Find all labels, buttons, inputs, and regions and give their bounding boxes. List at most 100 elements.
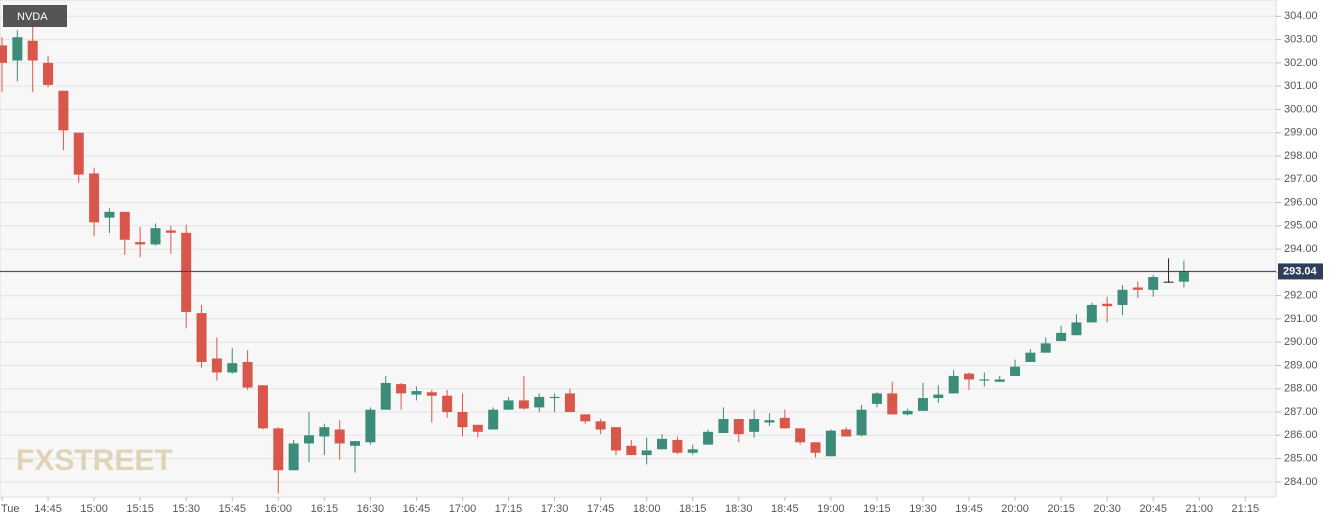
candle-body: [1071, 322, 1082, 336]
x-tick-label: 17:00: [449, 503, 477, 515]
candle-body: [917, 398, 928, 411]
candle-body: [472, 424, 483, 432]
symbol-box: [3, 5, 67, 27]
x-tick-label: 16:45: [403, 503, 431, 515]
candle-body: [549, 396, 560, 399]
candle-body: [534, 396, 545, 408]
candle-body: [58, 90, 69, 131]
candle-body: [733, 419, 744, 435]
x-tick-label: 20:00: [1001, 503, 1029, 515]
candle-body: [564, 393, 575, 413]
candle-body: [887, 393, 898, 415]
x-tick-label: 20:30: [1093, 503, 1121, 515]
candle-body: [580, 414, 591, 422]
watermark: FXSTREET: [16, 444, 173, 477]
plot-area: [0, 0, 1277, 498]
y-tick-label: 300.00: [1284, 103, 1318, 115]
candle-body: [211, 358, 222, 373]
candle-body: [1086, 304, 1097, 323]
candle-body: [242, 361, 253, 388]
candle-body: [135, 242, 146, 245]
candle-body: [196, 313, 207, 362]
candle-body: [1117, 289, 1128, 305]
x-tick-label: 19:30: [909, 503, 937, 515]
x-tick-label: 18:30: [725, 503, 753, 515]
candle-body: [73, 132, 84, 175]
x-tick-label: 17:15: [495, 503, 523, 515]
y-tick-label: 296.00: [1284, 196, 1318, 208]
candle-body: [288, 443, 299, 471]
x-tick-label: 18:45: [771, 503, 799, 515]
symbol-label: NVDA: [17, 11, 48, 23]
y-tick-label: 288.00: [1284, 383, 1318, 395]
candle-body: [657, 438, 668, 450]
y-tick-label: 303.00: [1284, 33, 1318, 45]
x-tick-label: 15:15: [126, 503, 154, 515]
candle-body: [1102, 303, 1113, 307]
x-tick-label: Tue: [1, 503, 20, 515]
candle-body: [933, 394, 944, 399]
y-tick-label: 291.00: [1284, 313, 1318, 325]
candle-body: [1040, 343, 1051, 353]
candle-body: [1163, 281, 1174, 283]
x-tick-label: 21:15: [1232, 503, 1260, 515]
x-tick-label: 18:15: [679, 503, 707, 515]
candle-body: [902, 410, 913, 415]
y-tick-label: 289.00: [1284, 359, 1318, 371]
y-tick-label: 294.00: [1284, 243, 1318, 255]
candle-body: [964, 373, 975, 380]
candle-body: [334, 429, 345, 444]
candle-body: [871, 393, 882, 404]
candle-body: [1056, 332, 1067, 342]
candle-body: [795, 428, 806, 443]
x-tick-label: 14:45: [34, 503, 62, 515]
y-tick-label: 292.00: [1284, 290, 1318, 302]
candle-body: [89, 173, 100, 223]
candle-body: [181, 232, 192, 312]
candle-body: [718, 419, 729, 433]
candle-body: [27, 40, 38, 61]
candle-body: [1178, 271, 1189, 282]
candle-body: [426, 392, 437, 396]
candle-body: [856, 409, 867, 436]
y-tick-label: 299.00: [1284, 127, 1318, 139]
grid: [0, 15, 1276, 483]
candle-body: [150, 228, 161, 245]
candle-body: [703, 431, 714, 445]
y-tick-label: 287.00: [1284, 406, 1318, 418]
candle-body: [1010, 366, 1021, 376]
y-tick-label: 302.00: [1284, 57, 1318, 69]
candle-body: [641, 450, 652, 456]
candles: [0, 22, 1276, 494]
x-tick-label: 21:00: [1185, 503, 1213, 515]
y-tick-label: 284.00: [1284, 476, 1318, 488]
x-tick-label: 18:00: [633, 503, 661, 515]
y-tick-label: 301.00: [1284, 80, 1318, 92]
last-price-tag: [1278, 263, 1323, 280]
y-tick-label: 285.00: [1284, 452, 1318, 464]
x-tick-label: 20:45: [1139, 503, 1167, 515]
candle-body: [979, 379, 990, 381]
y-tick-label: 298.00: [1284, 150, 1318, 162]
candle-body: [319, 427, 330, 437]
y-tick-label: 290.00: [1284, 336, 1318, 348]
candle-body: [626, 445, 637, 456]
candle-body: [380, 382, 391, 410]
candle-body: [1132, 287, 1143, 290]
candle-body: [994, 379, 1005, 382]
candle-body: [841, 429, 852, 437]
candle-body: [779, 417, 790, 429]
candle-body: [503, 400, 514, 410]
last-price-label: 293.04: [1283, 265, 1318, 277]
x-tick-label: 20:15: [1047, 503, 1075, 515]
candle-body: [396, 384, 407, 394]
candle-body: [43, 62, 54, 85]
x-tick-label: 15:30: [172, 503, 200, 515]
y-tick-label: 286.00: [1284, 429, 1318, 441]
x-tick-label: 16:00: [265, 503, 293, 515]
candle-body: [257, 385, 268, 429]
candle-body: [672, 439, 683, 453]
x-tick-label: 16:15: [311, 503, 339, 515]
candle-body: [0, 45, 7, 63]
